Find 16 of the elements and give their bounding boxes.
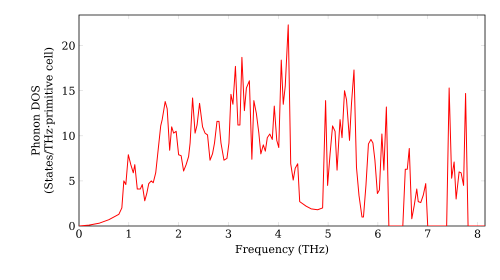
y-tick-label: 15 bbox=[62, 86, 75, 95]
x-tick-label: 6 bbox=[375, 230, 381, 238]
x-tick-label: 4 bbox=[275, 230, 282, 238]
x-tick-label: 5 bbox=[326, 230, 331, 238]
y-tick-label: 20 bbox=[62, 42, 75, 50]
x-tick-label: 2 bbox=[176, 230, 182, 238]
x-tick-label: 7 bbox=[425, 230, 430, 238]
y-tick-label: 5 bbox=[69, 176, 75, 185]
x-axis-title: Frequency (THz) bbox=[236, 244, 328, 256]
y-axis-title: Phonon DOS (States/THz·primitive cell) bbox=[31, 48, 55, 194]
y-tick-label: 0 bbox=[69, 222, 75, 230]
x-tick-label: 0 bbox=[76, 230, 82, 238]
x-tick-label: 1 bbox=[126, 230, 131, 238]
x-tick-label: 8 bbox=[474, 230, 480, 238]
y-tick-label: 10 bbox=[62, 132, 75, 140]
x-tick-label: 3 bbox=[226, 230, 232, 238]
